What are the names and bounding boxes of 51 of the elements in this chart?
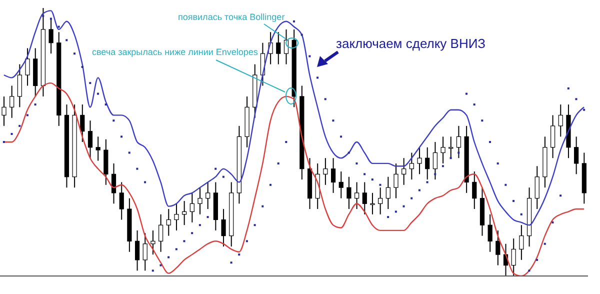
candlestick bbox=[519, 224, 524, 260]
candlestick bbox=[402, 158, 406, 186]
candlestick bbox=[182, 200, 187, 226]
candlestick bbox=[150, 230, 156, 256]
candlestick bbox=[472, 170, 477, 210]
candlestick bbox=[432, 142, 438, 180]
candlestick bbox=[206, 182, 210, 210]
candlestick bbox=[394, 162, 398, 199]
candlestick bbox=[96, 136, 100, 162]
candlestick bbox=[174, 203, 179, 231]
candlestick bbox=[386, 176, 390, 210]
candlestick bbox=[142, 232, 148, 272]
candlestick bbox=[198, 187, 202, 215]
candlestick bbox=[17, 64, 22, 108]
candlestick bbox=[221, 208, 226, 248]
candlestick bbox=[448, 136, 454, 159]
annotation: свеча закрылась ниже линии Envelopes bbox=[92, 47, 258, 57]
candlestick bbox=[276, 32, 281, 65]
candlestick bbox=[558, 104, 563, 138]
candlestick bbox=[456, 125, 462, 159]
candlestick bbox=[417, 146, 422, 175]
candlestick bbox=[550, 114, 556, 159]
candlestick bbox=[111, 162, 116, 204]
candlestick bbox=[190, 192, 194, 223]
candlestick bbox=[574, 136, 579, 175]
candlestick bbox=[10, 85, 14, 118]
candlestick bbox=[534, 166, 540, 210]
candlestick bbox=[134, 230, 140, 272]
candlestick bbox=[440, 136, 446, 164]
candlestick bbox=[346, 176, 352, 210]
candlestick bbox=[425, 146, 430, 180]
candlestick bbox=[409, 152, 414, 180]
candlestick bbox=[354, 182, 360, 210]
candlestick bbox=[362, 182, 367, 215]
candlestick bbox=[378, 187, 383, 215]
candlestick bbox=[511, 238, 516, 276]
candlestick bbox=[166, 208, 171, 236]
candlestick bbox=[330, 158, 336, 194]
candlestick bbox=[88, 120, 93, 159]
candlestick bbox=[488, 214, 492, 252]
candlestick bbox=[48, 18, 54, 54]
annotation: появилась точка Bollinger bbox=[178, 12, 285, 22]
candlestick bbox=[496, 230, 500, 266]
candlestick bbox=[338, 170, 344, 199]
candlestick bbox=[25, 48, 30, 86]
candlestick bbox=[323, 158, 328, 186]
candlestick bbox=[158, 214, 164, 252]
candlestick bbox=[80, 104, 85, 142]
annotation: заключаем сделку ВНИЗ bbox=[336, 36, 486, 51]
candlestick bbox=[119, 182, 124, 220]
candlestick bbox=[370, 192, 375, 215]
